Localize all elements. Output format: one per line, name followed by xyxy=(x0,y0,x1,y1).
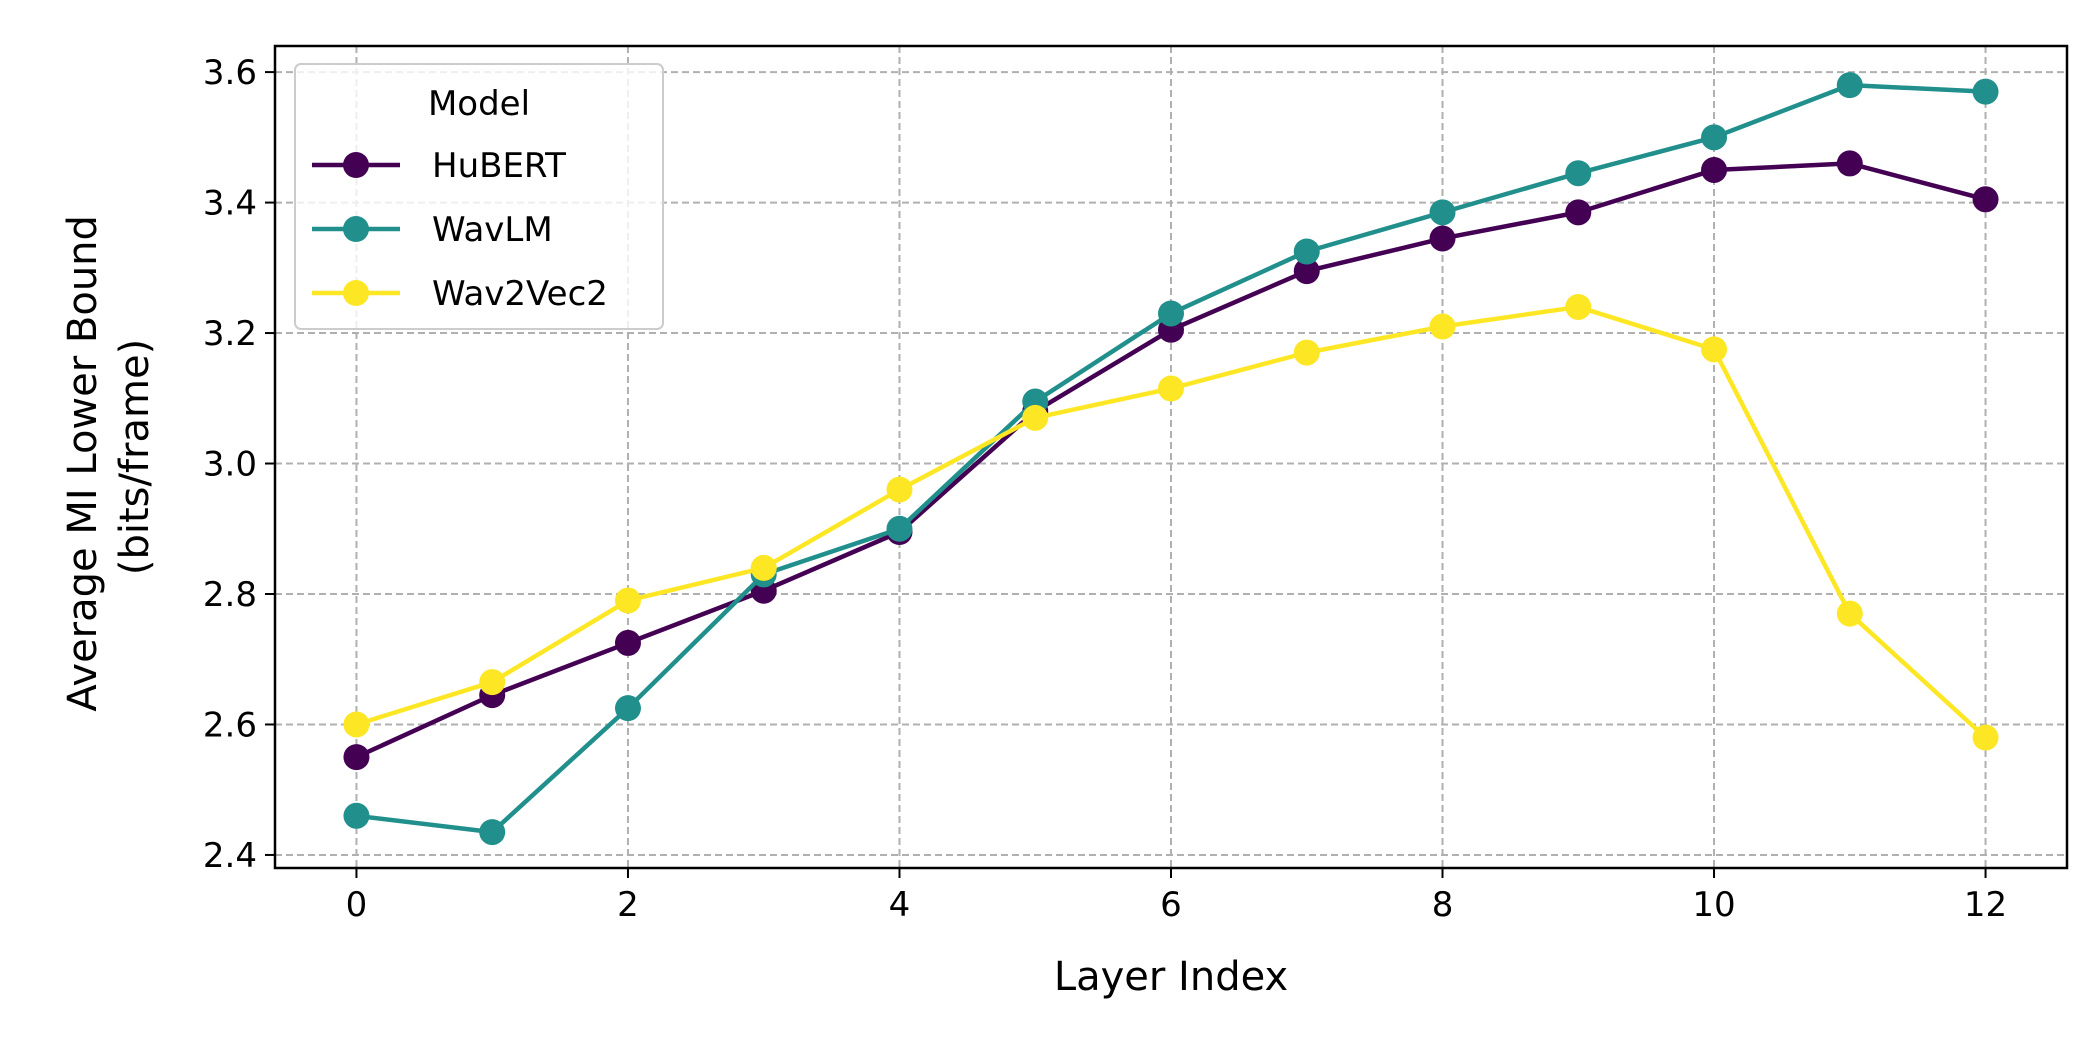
legend-title: Model xyxy=(428,84,530,124)
data-point-wavlm xyxy=(1701,124,1728,151)
data-point-hubert xyxy=(1972,186,1999,213)
y-tick-label: 2.4 xyxy=(203,836,257,876)
y-axis-label-line-1: Average MI Lower Bound xyxy=(60,215,106,712)
data-point-wav2vec2 xyxy=(1293,339,1320,366)
x-tick-label: 10 xyxy=(1692,885,1735,925)
legend-marker-hubert xyxy=(343,152,369,178)
data-point-hubert xyxy=(1565,199,1592,226)
y-tick-label: 3.0 xyxy=(203,445,257,485)
data-point-wav2vec2 xyxy=(1158,375,1184,402)
data-point-wav2vec2 xyxy=(1022,404,1049,431)
series-layer xyxy=(343,72,1999,846)
x-tick-label: 12 xyxy=(1964,885,2007,925)
data-point-wavlm xyxy=(1565,160,1592,187)
legend-label-wav2vec2: Wav2Vec2 xyxy=(432,274,608,314)
legend-marker-wav2vec2 xyxy=(343,280,369,306)
data-point-wav2vec2 xyxy=(1972,724,1999,751)
data-point-wav2vec2 xyxy=(886,476,913,503)
data-point-wav2vec2 xyxy=(479,669,506,696)
y-axis-ticks: 2.4 2.6 2.8 3.0 3.2 3.4 3.6 xyxy=(203,53,275,876)
data-point-wavlm xyxy=(1972,78,1999,105)
legend-label-hubert: HuBERT xyxy=(432,146,566,186)
legend-marker-wavlm xyxy=(343,216,369,242)
data-point-hubert xyxy=(614,629,641,656)
data-point-wavlm xyxy=(886,515,913,542)
data-point-wav2vec2 xyxy=(1429,313,1456,340)
y-axis-label: Average MI Lower Bound (bits/frame) xyxy=(60,202,158,711)
y-tick-label: 3.6 xyxy=(203,53,257,93)
data-point-wav2vec2 xyxy=(750,554,777,581)
data-point-hubert xyxy=(1836,150,1863,177)
y-axis-label-line-2: (bits/frame) xyxy=(112,339,158,575)
data-point-wav2vec2 xyxy=(343,711,370,738)
x-tick-label: 0 xyxy=(346,885,368,925)
x-axis-label: Layer Index xyxy=(1054,954,1288,1000)
data-point-wav2vec2 xyxy=(1836,600,1863,627)
data-point-wavlm xyxy=(479,819,506,846)
legend: Model HuBERT WavLM Wav2Vec2 xyxy=(294,63,664,330)
legend-box xyxy=(294,63,664,330)
x-tick-label: 4 xyxy=(889,885,911,925)
data-point-wav2vec2 xyxy=(614,587,641,614)
data-point-hubert xyxy=(1293,258,1320,285)
y-tick-label: 2.8 xyxy=(203,575,257,615)
legend-label-wavlm: WavLM xyxy=(432,210,553,250)
data-point-wavlm xyxy=(1836,72,1863,99)
data-point-wav2vec2 xyxy=(1565,293,1592,320)
y-tick-label: 3.4 xyxy=(203,184,257,224)
legend-items: HuBERT WavLM Wav2Vec2 xyxy=(312,146,608,314)
y-tick-label: 2.6 xyxy=(203,705,257,745)
data-point-wavlm xyxy=(1158,300,1184,327)
x-tick-label: 2 xyxy=(617,885,639,925)
x-tick-label: 8 xyxy=(1432,885,1454,925)
x-axis-ticks: 0 2 4 6 8 10 12 xyxy=(346,868,2007,925)
y-tick-label: 3.2 xyxy=(203,314,257,354)
data-point-hubert xyxy=(343,744,370,771)
data-point-wavlm xyxy=(343,802,370,829)
data-point-wavlm xyxy=(1429,199,1456,226)
data-point-wavlm xyxy=(1293,238,1320,265)
data-point-hubert xyxy=(1429,225,1456,252)
data-point-wav2vec2 xyxy=(1701,336,1728,363)
x-tick-label: 6 xyxy=(1160,885,1182,925)
data-point-hubert xyxy=(1701,156,1728,183)
data-point-wavlm xyxy=(614,695,641,722)
